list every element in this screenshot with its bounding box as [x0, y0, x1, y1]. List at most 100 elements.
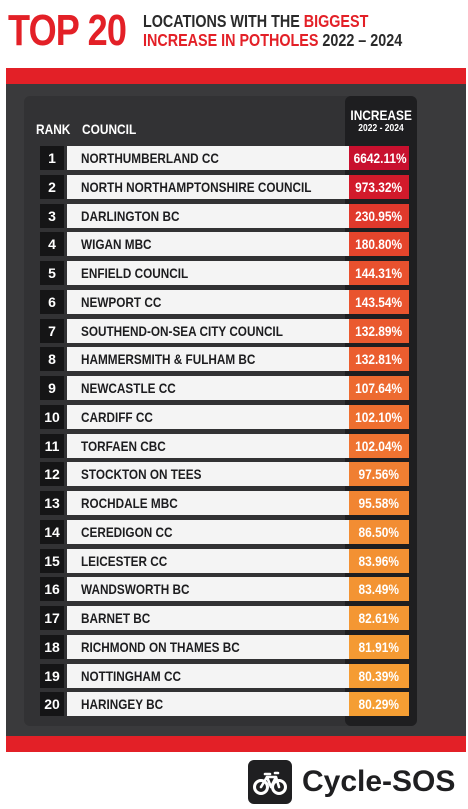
council-name: NEWPORT CC — [81, 293, 162, 310]
council-name: RICHMOND ON THAMES BC — [81, 638, 240, 655]
council-cell: WIGAN MBC — [67, 232, 383, 257]
council-name: WIGAN MBC — [81, 236, 152, 253]
council-name: NORTH NORTHAMPTONSHIRE COUNCIL — [81, 178, 312, 195]
council-cell: CEREDIGON CC — [67, 519, 383, 544]
council-name: ROCHDALE MBC — [81, 495, 178, 511]
table-row: 13 ROCHDALE MBC 95.58% — [40, 491, 410, 515]
bicycle-icon — [248, 760, 292, 804]
increase-cell: 143.54% — [349, 289, 409, 314]
rank-cell: 5 — [40, 261, 64, 285]
rank-cell: 14 — [40, 519, 64, 544]
increase-cell: 132.81% — [349, 347, 409, 372]
increase-value: 6642.11% — [353, 150, 407, 166]
increase-value: 180.80% — [355, 236, 403, 253]
increase-value: 230.95% — [355, 207, 403, 224]
rank-cell: 3 — [40, 203, 64, 228]
increase-cell: 132.89% — [349, 318, 409, 343]
rank-cell: 13 — [40, 491, 64, 515]
increase-cell: 80.39% — [349, 663, 409, 688]
council-name: LEICESTER CC — [81, 552, 168, 569]
increase-cell: 86.50% — [349, 519, 409, 544]
subtitle-line1-b: BIGGEST — [303, 11, 369, 31]
increase-value: 86.50% — [358, 523, 400, 540]
council-name: DARLINGTON BC — [81, 207, 180, 224]
increase-value: 132.89% — [355, 322, 403, 339]
table-row: 20 HARINGEY BC 80.29% — [40, 692, 410, 717]
increase-value: 95.58% — [358, 495, 400, 511]
increase-cell: 144.31% — [349, 261, 409, 285]
council-cell: NORTH NORTHAMPTONSHIRE COUNCIL — [67, 174, 383, 199]
table-row: 19 NOTTINGHAM CC 80.39% — [40, 663, 410, 688]
rank-cell: 19 — [40, 663, 64, 688]
subtitle-line2-b: 2022 – 2024 — [322, 30, 403, 50]
top-red-bar — [6, 68, 466, 84]
page-title: TOP 20 — [8, 6, 127, 55]
table-row: 12 STOCKTON ON TEES 97.56% — [40, 462, 410, 487]
table-row: 9 NEWCASTLE CC 107.64% — [40, 376, 410, 400]
council-name: NEWCASTLE CC — [81, 380, 176, 396]
rank-cell: 17 — [40, 606, 64, 630]
table-row: 7 SOUTHEND-ON-SEA CITY COUNCIL 132.89% — [40, 318, 410, 343]
council-name: BARNET BC — [81, 610, 151, 626]
table-row: 15 LEICESTER CC 83.96% — [40, 548, 410, 573]
increase-value: 97.56% — [358, 466, 400, 483]
brand-logo: Cycle-SOS — [248, 760, 464, 804]
rank-cell: 6 — [40, 289, 64, 314]
increase-value: 81.91% — [358, 638, 400, 655]
table-row: 1 NORTHUMBERLAND CC 6642.11% — [40, 146, 410, 170]
bottom-red-bar — [6, 736, 466, 752]
council-cell: HAMMERSMITH & FULHAM BC — [67, 347, 383, 372]
table-row: 5 ENFIELD COUNCIL 144.31% — [40, 261, 410, 285]
council-name: HARINGEY BC — [81, 696, 164, 713]
rank-cell: 1 — [40, 146, 64, 170]
council-cell: SOUTHEND-ON-SEA CITY COUNCIL — [67, 318, 383, 343]
council-cell: BARNET BC — [67, 606, 383, 630]
council-name: WANDSWORTH BC — [81, 581, 190, 598]
header: TOP 20 LOCATIONS WITH THE BIGGEST INCREA… — [0, 0, 468, 66]
council-cell: DARLINGTON BC — [67, 203, 383, 228]
table-row: 3 DARLINGTON BC 230.95% — [40, 203, 410, 228]
rank-cell: 4 — [40, 232, 64, 257]
increase-cell: 95.58% — [349, 491, 409, 515]
council-cell: RICHMOND ON THAMES BC — [67, 634, 383, 659]
council-name: NORTHUMBERLAND CC — [81, 150, 219, 166]
increase-header: INCREASE 2022 - 2024 — [345, 107, 417, 135]
rank-cell: 10 — [40, 404, 64, 429]
council-cell: TORFAEN CBC — [67, 433, 383, 458]
increase-value: 132.81% — [355, 351, 403, 368]
increase-cell: 97.56% — [349, 462, 409, 487]
table-row: 8 HAMMERSMITH & FULHAM BC 132.81% — [40, 347, 410, 372]
increase-cell: 230.95% — [349, 203, 409, 228]
council-cell: HARINGEY BC — [67, 692, 383, 717]
rank-cell: 18 — [40, 634, 64, 659]
council-name: NOTTINGHAM CC — [81, 667, 181, 684]
increase-value: 80.39% — [358, 667, 400, 684]
increase-cell: 82.61% — [349, 606, 409, 630]
council-cell: ENFIELD COUNCIL — [67, 261, 383, 285]
increase-value: 144.31% — [355, 265, 403, 281]
subtitle-line2-a: INCREASE IN POTHOLES — [143, 30, 323, 50]
council-name: CEREDIGON CC — [81, 523, 173, 540]
rank-cell: 11 — [40, 433, 64, 458]
rank-header: RANK — [36, 121, 71, 137]
council-cell: STOCKTON ON TEES — [67, 462, 383, 487]
council-cell: NEWCASTLE CC — [67, 376, 383, 400]
council-name: SOUTHEND-ON-SEA CITY COUNCIL — [81, 322, 283, 339]
council-name: STOCKTON ON TEES — [81, 466, 202, 483]
increase-header-label: INCREASE — [350, 107, 412, 123]
increase-value: 102.04% — [355, 437, 403, 454]
increase-cell: 102.10% — [349, 404, 409, 429]
council-name: HAMMERSMITH & FULHAM BC — [81, 351, 256, 368]
increase-cell: 80.29% — [349, 692, 409, 717]
increase-cell: 180.80% — [349, 232, 409, 257]
table-row: 14 CEREDIGON CC 86.50% — [40, 519, 410, 544]
rank-cell: 9 — [40, 376, 64, 400]
rank-cell: 20 — [40, 692, 64, 717]
subtitle-line1-a: LOCATIONS WITH THE — [143, 11, 304, 31]
council-name: TORFAEN CBC — [81, 437, 166, 454]
increase-value: 83.49% — [358, 581, 400, 598]
increase-cell: 6642.11% — [349, 146, 409, 170]
increase-value: 973.32% — [355, 178, 403, 195]
table-row: 18 RICHMOND ON THAMES BC 81.91% — [40, 634, 410, 659]
table-row: 4 WIGAN MBC 180.80% — [40, 232, 410, 257]
